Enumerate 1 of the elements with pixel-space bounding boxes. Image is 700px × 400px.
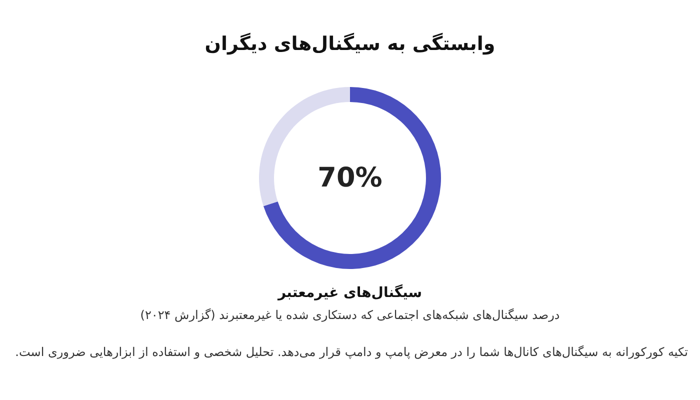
title: وابستگی به سیگنال‌های دیگران: [204, 33, 496, 55]
